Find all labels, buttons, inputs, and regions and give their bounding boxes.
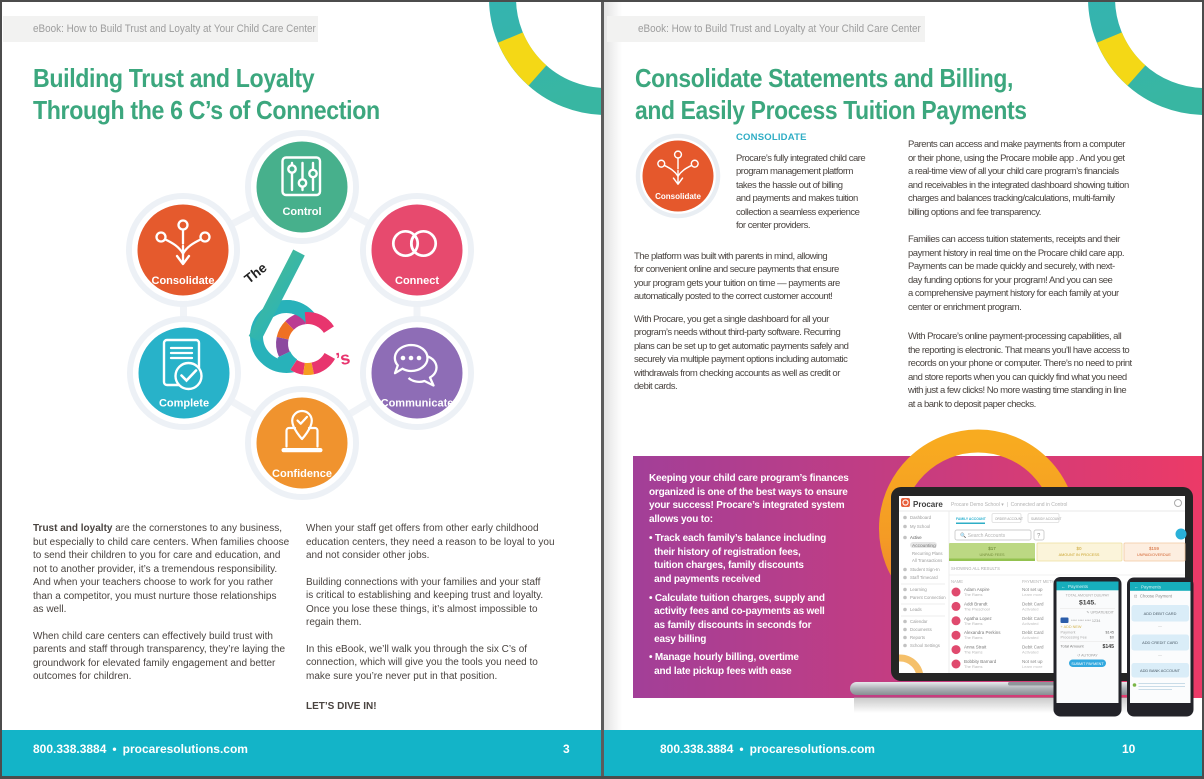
svg-text:Activated: Activated: [1022, 621, 1038, 626]
svg-text:UNPAID FEES: UNPAID FEES: [979, 553, 1005, 557]
svg-text:Anna Strait: Anna Strait: [964, 645, 987, 650]
svg-text:ORDER ACCOUNT: ORDER ACCOUNT: [995, 517, 1023, 521]
svg-text:Debit Card: Debit Card: [1022, 645, 1044, 650]
svg-text:Debit Card: Debit Card: [1022, 630, 1044, 635]
svg-text:School Settings: School Settings: [910, 643, 940, 648]
svg-text:Debit Card: Debit Card: [1022, 601, 1044, 606]
svg-text:**** **** **** 1234: **** **** **** 1234: [1071, 619, 1100, 623]
svg-text:↺ AUTOPAY: ↺ AUTOPAY: [1077, 654, 1098, 658]
svg-text:FAMILY ACCOUNT: FAMILY ACCOUNT: [956, 517, 987, 521]
svg-text:⊡ Choose Payment: ⊡ Choose Payment: [1134, 594, 1173, 599]
svg-text:My School: My School: [910, 524, 930, 529]
svg-text:Activated: Activated: [1022, 606, 1038, 611]
svg-text:Procare: Procare: [913, 500, 943, 509]
svg-text:Consolidate: Consolidate: [655, 192, 701, 201]
svg-text:Consolidate: Consolidate: [152, 275, 215, 287]
svg-text:✎ UPDATE/EDIT: ✎ UPDATE/EDIT: [1086, 611, 1114, 615]
svg-text:Activated: Activated: [1022, 650, 1038, 655]
svg-text:$145.: $145.: [1079, 600, 1096, 607]
svg-text:$145: $145: [1106, 631, 1114, 635]
svg-text:Payment: Payment: [1061, 631, 1077, 635]
svg-text:Reports: Reports: [910, 635, 925, 640]
svg-text:Not set up: Not set up: [1022, 659, 1043, 664]
svg-text:Dashboard: Dashboard: [910, 515, 932, 520]
svg-text:NAME: NAME: [951, 579, 963, 584]
svg-text:$0: $0: [1110, 636, 1114, 640]
svg-text:Staff Timecard: Staff Timecard: [910, 575, 938, 580]
svg-text:Accounting: Accounting: [912, 543, 936, 549]
svg-text:Agatha Lopez: Agatha Lopez: [964, 616, 993, 621]
svg-text:Confidence: Confidence: [272, 468, 332, 480]
svg-text:← Payments: ← Payments: [1134, 585, 1162, 590]
svg-text:The: The: [241, 260, 270, 287]
svg-text:+ ADD NEW: + ADD NEW: [1061, 625, 1082, 629]
svg-text:The Preschool: The Preschool: [964, 606, 990, 611]
svg-text:SUBSIDY ACCOUNT: SUBSIDY ACCOUNT: [1031, 517, 1061, 521]
svg-text:Total Amount: Total Amount: [1061, 644, 1085, 649]
svg-text:Adam Aspire: Adam Aspire: [964, 587, 990, 592]
svg-text:Parent Connection: Parent Connection: [910, 595, 946, 600]
svg-text:Addi Brandt: Addi Brandt: [964, 601, 988, 606]
svg-text:The Rams: The Rams: [964, 664, 982, 669]
svg-text:Control: Control: [282, 206, 321, 218]
svg-text:$0: $0: [1076, 546, 1082, 551]
svg-text:?: ?: [1037, 534, 1041, 540]
svg-text:$159: $159: [1149, 546, 1160, 551]
svg-text:Not set up: Not set up: [1022, 587, 1043, 592]
svg-text:—: —: [1158, 654, 1162, 658]
svg-text:PAYMENT METHOD: PAYMENT METHOD: [1022, 579, 1061, 584]
svg-text:Alexandra Perkins: Alexandra Perkins: [964, 630, 1001, 635]
svg-text:Calendar: Calendar: [910, 619, 928, 624]
svg-text:Learn more: Learn more: [1022, 664, 1043, 669]
svg-text:Recurring Plans: Recurring Plans: [912, 551, 943, 556]
svg-text:TOTAL AMOUNT DUE/PAY: TOTAL AMOUNT DUE/PAY: [1066, 594, 1110, 598]
svg-text:Communicate: Communicate: [381, 398, 454, 410]
svg-text:All Transactions: All Transactions: [912, 558, 942, 563]
svg-text:Processing Fee: Processing Fee: [1061, 636, 1087, 640]
svg-text:$17: $17: [988, 546, 996, 551]
svg-text:’s: ’s: [335, 348, 352, 370]
svg-text:The Rams: The Rams: [964, 592, 982, 597]
svg-text:Debit Card: Debit Card: [1022, 616, 1044, 621]
svg-text:Leads: Leads: [910, 607, 922, 612]
svg-text:Learn more: Learn more: [1022, 592, 1043, 597]
svg-text:$145: $145: [1102, 644, 1114, 650]
svg-text:—: —: [1158, 624, 1162, 628]
svg-text:Activated: Activated: [1022, 635, 1038, 640]
svg-text:Bobbity Barnard: Bobbity Barnard: [964, 659, 997, 664]
svg-text:SUBMIT PAYMENT: SUBMIT PAYMENT: [1071, 662, 1104, 666]
svg-text:Complete: Complete: [159, 398, 209, 410]
svg-text:The Rams: The Rams: [964, 621, 982, 626]
svg-text:ADD CREDIT CARD: ADD CREDIT CARD: [1142, 640, 1178, 645]
svg-text:AMOUNT IN PROCESS: AMOUNT IN PROCESS: [1059, 553, 1100, 557]
svg-text:Active: Active: [910, 535, 922, 540]
svg-text:Connect: Connect: [395, 275, 439, 287]
svg-text:ADD DEBIT CARD: ADD DEBIT CARD: [1144, 611, 1177, 616]
svg-text:🔍 Search Accounts: 🔍 Search Accounts: [960, 532, 1006, 539]
svg-text:ADD BANK ACCOUNT: ADD BANK ACCOUNT: [1140, 668, 1181, 673]
svg-text:The Rams: The Rams: [964, 635, 982, 640]
svg-text:Student Sign-In: Student Sign-In: [910, 567, 940, 572]
svg-text:UNPAID/OVERDUE: UNPAID/OVERDUE: [1137, 553, 1171, 557]
svg-text:← Payments: ← Payments: [1061, 584, 1089, 589]
svg-text:Documents: Documents: [910, 627, 932, 632]
svg-text:Procare Demo School ▾ | Conn: Procare Demo School ▾ | Connected and in…: [951, 502, 1067, 508]
svg-text:Learning: Learning: [910, 587, 927, 592]
svg-text:The Rams: The Rams: [964, 650, 982, 655]
svg-text:SHOWING ALL RESULTS: SHOWING ALL RESULTS: [951, 566, 1000, 571]
